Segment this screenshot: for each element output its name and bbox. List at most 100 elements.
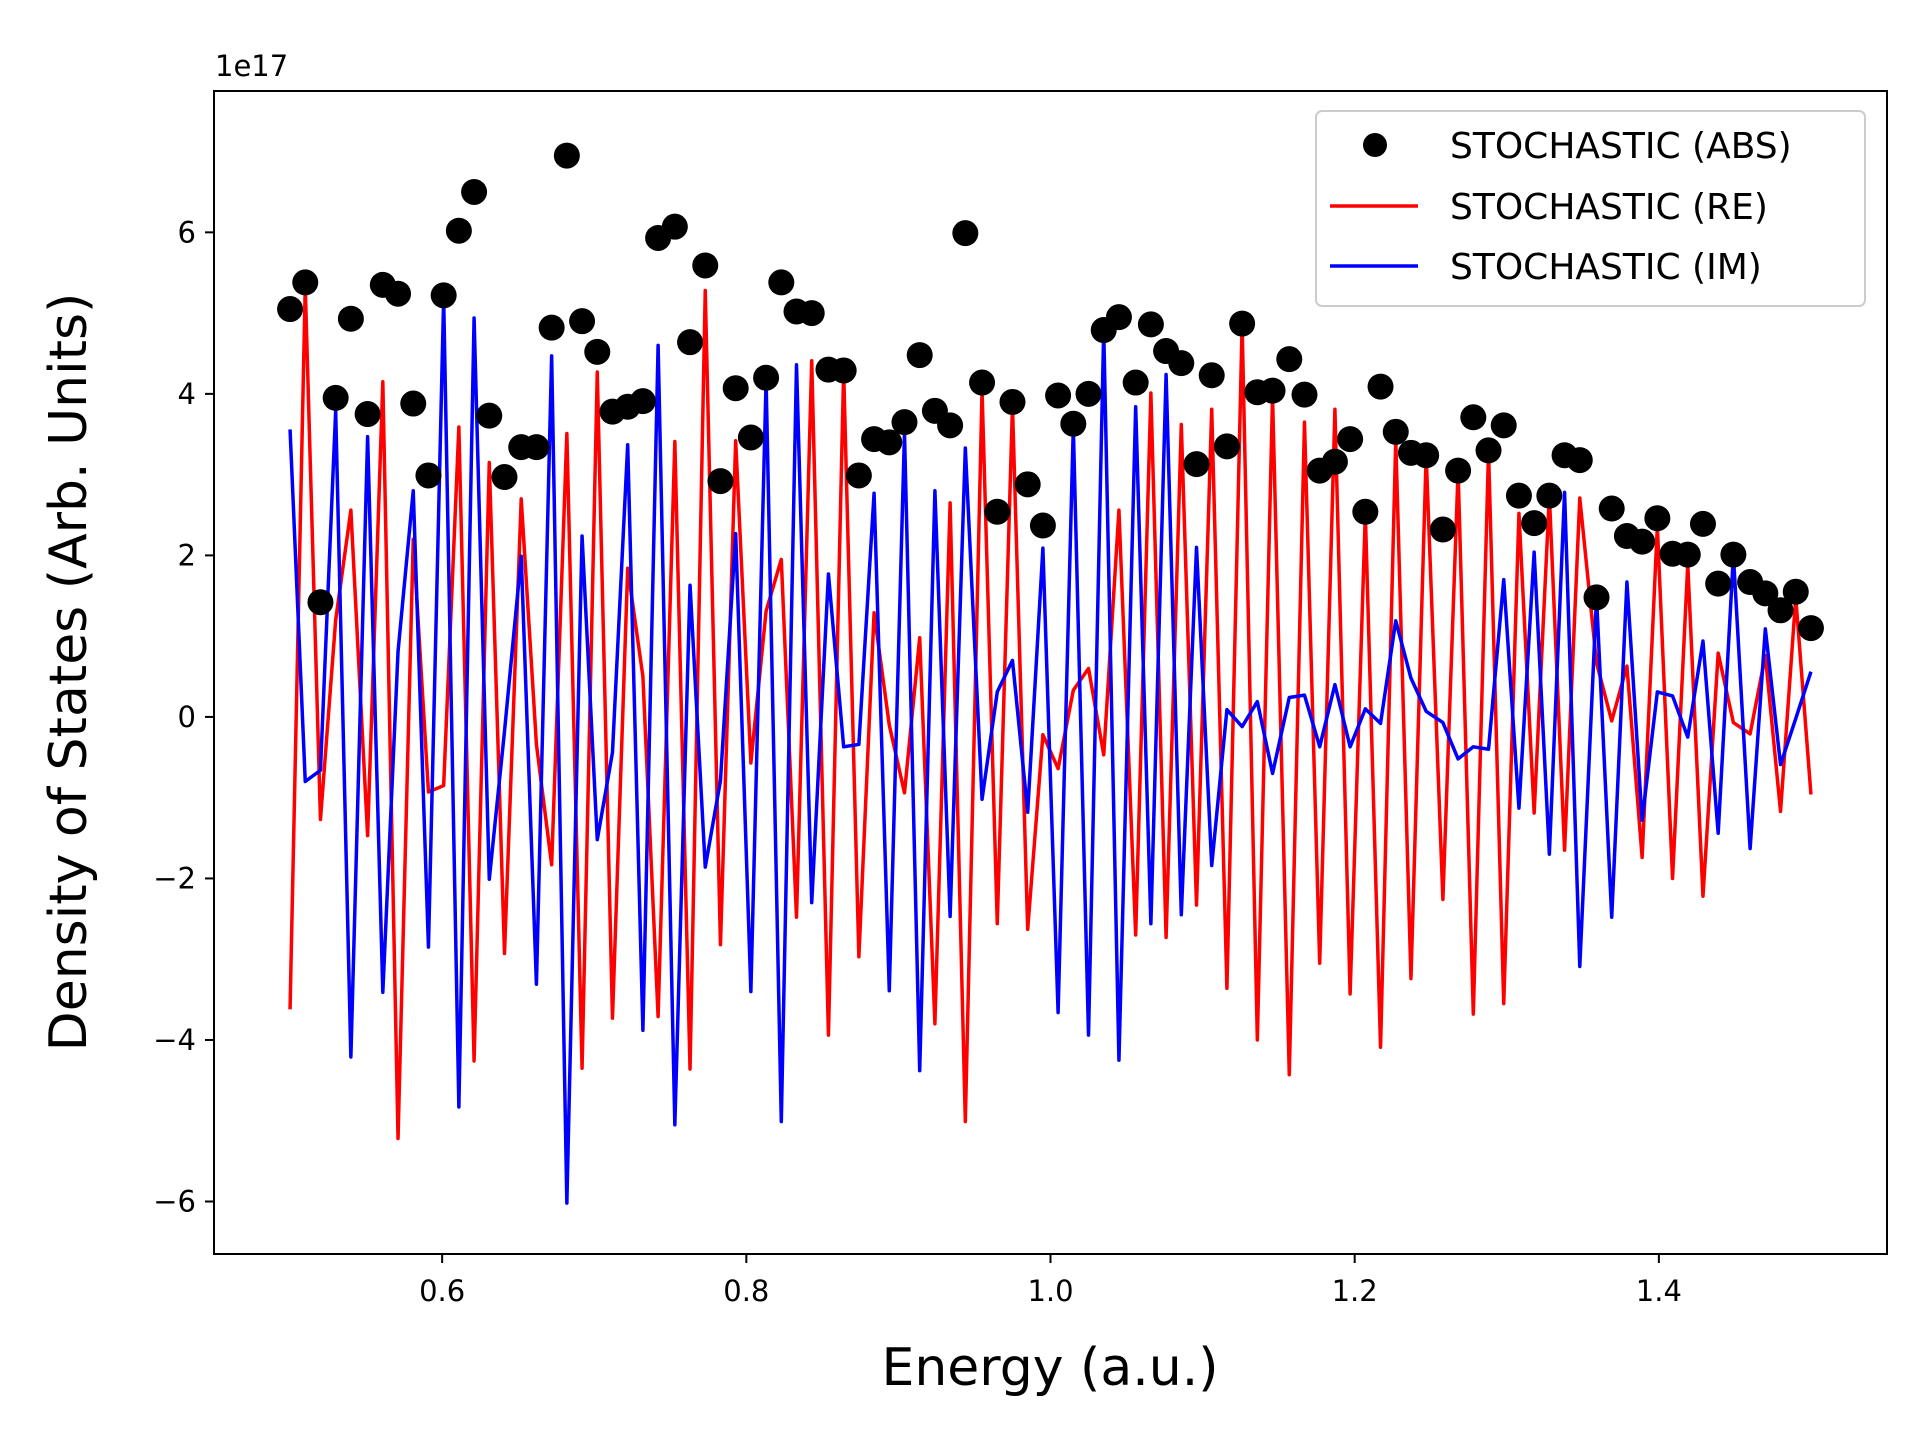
- data-point-abs: [476, 402, 503, 429]
- data-point-abs: [1137, 311, 1164, 338]
- data-point-abs: [1183, 451, 1210, 478]
- data-point-abs: [1213, 433, 1240, 460]
- data-point-abs: [354, 401, 381, 428]
- x-tick-label: 1.2: [1332, 1274, 1378, 1308]
- data-point-abs: [1075, 380, 1102, 407]
- data-point-abs: [337, 305, 364, 332]
- data-point-abs: [952, 220, 979, 247]
- y-axis-title: Density of States (Arb. Units): [39, 293, 99, 1052]
- data-point-abs: [1720, 541, 1747, 568]
- data-point-abs: [385, 280, 412, 307]
- x-tick-label: 1.0: [1027, 1274, 1073, 1308]
- y-tick-label: −6: [153, 1185, 196, 1219]
- data-point-abs: [1536, 482, 1563, 509]
- data-point-abs: [722, 375, 749, 402]
- legend-label-im: STOCHASTIC (IM): [1450, 247, 1762, 288]
- y-tick-label: 6: [178, 215, 196, 249]
- legend: STOCHASTIC (ABS) STOCHASTIC (RE) STOCHAS…: [1315, 110, 1866, 307]
- data-point-abs: [322, 384, 349, 411]
- data-point-abs: [1521, 510, 1548, 537]
- x-axis-title: Energy (a.u.): [881, 1338, 1218, 1398]
- data-point-abs: [999, 388, 1026, 415]
- data-point-abs: [553, 142, 580, 169]
- data-point-abs: [1259, 377, 1286, 404]
- legend-label-re: STOCHASTIC (RE): [1450, 187, 1768, 228]
- data-point-abs: [415, 462, 442, 489]
- data-point-abs: [845, 462, 872, 489]
- data-point-abs: [1583, 584, 1610, 611]
- data-point-abs: [1644, 505, 1671, 532]
- data-point-abs: [937, 412, 964, 439]
- data-point-abs: [1505, 482, 1532, 509]
- data-point-abs: [1566, 447, 1593, 474]
- data-point-abs: [1674, 541, 1701, 568]
- data-point-abs: [523, 434, 550, 461]
- data-point-abs: [1321, 448, 1348, 475]
- x-axis: 0.6 0.8 1.0 1.2 1.4: [419, 1254, 1682, 1308]
- data-point-abs: [307, 589, 334, 616]
- data-point-abs: [737, 424, 764, 451]
- data-point-abs: [1475, 437, 1502, 464]
- data-point-abs: [1198, 362, 1225, 389]
- data-point-abs: [1490, 412, 1517, 439]
- data-point-abs: [906, 342, 933, 369]
- series-line-im: [288, 296, 1813, 1205]
- data-point-abs: [1705, 570, 1732, 597]
- data-point-abs: [1689, 510, 1716, 537]
- data-point-abs: [969, 369, 996, 396]
- y-axis: −6 −4 −2 0 2 4 6: [153, 215, 214, 1219]
- y-offset-label: 1e17: [215, 49, 288, 83]
- x-tick-label: 0.6: [419, 1274, 465, 1308]
- data-point-abs: [1782, 578, 1809, 605]
- data-point-abs: [569, 308, 596, 335]
- data-point-abs: [830, 357, 857, 384]
- data-point-abs: [798, 300, 825, 327]
- data-point-abs: [491, 464, 518, 491]
- data-point-abs: [1797, 615, 1824, 642]
- data-point-abs: [1276, 346, 1303, 373]
- data-point-abs: [1629, 528, 1656, 555]
- data-point-abs: [292, 269, 319, 296]
- data-point-abs: [1168, 350, 1195, 377]
- data-point-abs: [1598, 495, 1625, 522]
- legend-label-abs: STOCHASTIC (ABS): [1450, 126, 1792, 167]
- y-tick-label: 4: [178, 377, 196, 411]
- data-point-abs: [1382, 418, 1409, 445]
- y-tick-label: −4: [153, 1023, 196, 1057]
- data-point-abs: [461, 178, 488, 205]
- data-point-abs: [1122, 369, 1149, 396]
- data-point-abs: [1445, 457, 1472, 484]
- data-point-abs: [430, 282, 457, 309]
- data-point-abs: [1060, 410, 1087, 437]
- data-point-abs: [891, 409, 918, 436]
- data-point-abs: [768, 269, 795, 296]
- x-tick-label: 0.8: [723, 1274, 769, 1308]
- data-point-abs: [1337, 426, 1364, 453]
- data-point-abs: [1229, 310, 1256, 337]
- data-point-abs: [753, 364, 780, 391]
- data-point-abs: [692, 252, 719, 279]
- data-point-abs: [445, 217, 472, 244]
- data-point-abs: [984, 498, 1011, 525]
- data-point-abs: [1767, 597, 1794, 624]
- data-point-abs: [661, 213, 688, 240]
- y-tick-label: 2: [178, 538, 196, 572]
- data-point-abs: [1429, 516, 1456, 543]
- x-tick-label: 1.4: [1636, 1274, 1682, 1308]
- data-point-abs: [1752, 580, 1779, 607]
- data-point-abs: [1367, 373, 1394, 400]
- series-layer: [277, 142, 1824, 1205]
- data-point-abs: [677, 329, 704, 356]
- y-tick-label: −2: [153, 861, 196, 895]
- data-point-abs: [1413, 442, 1440, 469]
- series-markers-abs: [277, 142, 1824, 642]
- data-point-abs: [707, 468, 734, 495]
- data-point-abs: [538, 314, 565, 341]
- data-point-abs: [1105, 304, 1132, 331]
- data-point-abs: [584, 338, 611, 365]
- data-point-abs: [1352, 498, 1379, 525]
- data-point-abs: [1291, 381, 1318, 408]
- data-point-abs: [876, 429, 903, 456]
